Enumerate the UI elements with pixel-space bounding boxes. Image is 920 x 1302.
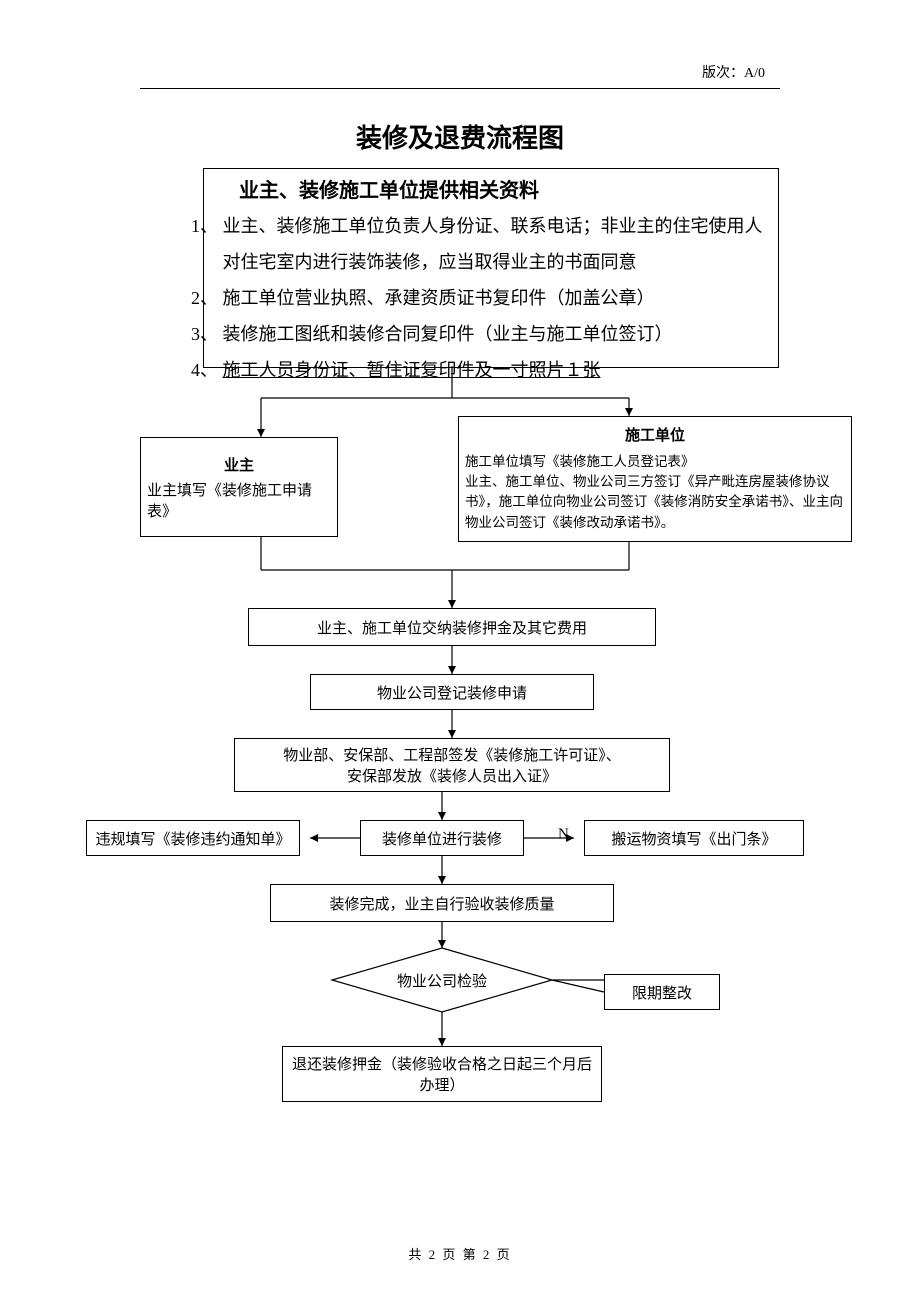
materials-item-4: 4、 施工人员身份证、暂住证复印件及一寸照片１张 xyxy=(176,352,786,388)
materials-item-3-num: 3、 xyxy=(176,316,218,352)
materials-item-1-text: 业主、装修施工单位负责人身份证、联系电话；非业主的住宅使用人对住宅室内进行装饰装… xyxy=(223,208,773,280)
header-rule xyxy=(140,88,780,89)
materials-item-4-text: 施工人员身份证、暂住证复印件及一寸照片１张 xyxy=(223,352,773,388)
contractor-box-body: 施工单位填写《装修施工人员登记表》 业主、施工单位、物业公司三方签订《异产毗连房… xyxy=(465,452,845,533)
materials-item-1: 1、 业主、装修施工单位负责人身份证、联系电话；非业主的住宅使用人对住宅室内进行… xyxy=(176,208,786,280)
materials-item-3: 3、 装修施工图纸和装修合同复印件（业主与施工单位签订） xyxy=(176,316,786,352)
move-goods-box: 搬运物资填写《出门条》 xyxy=(584,820,804,856)
deposit-text: 业主、施工单位交纳装修押金及其它费用 xyxy=(317,617,587,638)
footer: 共 2 页 第 2 页 xyxy=(0,1244,920,1263)
violation-text: 违规填写《装修违约通知单》 xyxy=(95,828,290,849)
materials-list: 1、 业主、装修施工单位负责人身份证、联系电话；非业主的住宅使用人对住宅室内进行… xyxy=(176,208,786,388)
refund-box: 退还装修押金（装修验收合格之日起三个月后办理） xyxy=(282,1046,602,1102)
refund-text: 退还装修押金（装修验收合格之日起三个月后办理） xyxy=(289,1053,595,1095)
violation-box: 违规填写《装修违约通知单》 xyxy=(86,820,300,856)
edge-label-n: N xyxy=(558,826,569,843)
rectify-box: 限期整改 xyxy=(604,974,720,1010)
renovation-text: 装修单位进行装修 xyxy=(382,828,502,849)
complete-text: 装修完成，业主自行验收装修质量 xyxy=(329,893,554,914)
owner-box-body: 业主填写《装修施工申请表》 xyxy=(147,479,331,521)
register-text: 物业公司登记装修申请 xyxy=(377,682,527,703)
owner-box-title: 业主 xyxy=(147,454,331,475)
move-goods-text: 搬运物资填写《出门条》 xyxy=(611,828,776,849)
materials-item-2: 2、 施工单位营业执照、承建资质证书复印件（加盖公章） xyxy=(176,280,786,316)
permit-text: 物业部、安保部、工程部签发《装修施工许可证》、 安保部发放《装修人员出入证》 xyxy=(283,744,621,786)
page: 版次：A/0 装修及退费流程图 业主、装修施工单位提供相关资料 1、 业主、装修… xyxy=(0,0,920,1302)
renovation-box: 装修单位进行装修 xyxy=(360,820,524,856)
inspect-label: 物业公司检验 xyxy=(382,970,502,991)
materials-item-1-num: 1、 xyxy=(176,208,218,244)
materials-item-2-num: 2、 xyxy=(176,280,218,316)
contractor-box-title: 施工单位 xyxy=(465,425,845,448)
materials-item-4-num: 4、 xyxy=(176,352,218,388)
owner-box: 业主 业主填写《装修施工申请表》 xyxy=(140,437,338,537)
rectify-text: 限期整改 xyxy=(632,982,692,1003)
materials-box-title: 业主、装修施工单位提供相关资料 xyxy=(203,174,813,203)
complete-box: 装修完成，业主自行验收装修质量 xyxy=(270,884,614,922)
materials-item-3-text: 装修施工图纸和装修合同复印件（业主与施工单位签订） xyxy=(223,316,773,352)
page-title: 装修及退费流程图 xyxy=(0,118,920,155)
permit-box: 物业部、安保部、工程部签发《装修施工许可证》、 安保部发放《装修人员出入证》 xyxy=(234,738,670,792)
register-box: 物业公司登记装修申请 xyxy=(310,674,594,710)
version-label: 版次：A/0 xyxy=(702,62,765,82)
materials-item-2-text: 施工单位营业执照、承建资质证书复印件（加盖公章） xyxy=(223,280,773,316)
deposit-box: 业主、施工单位交纳装修押金及其它费用 xyxy=(248,608,656,646)
contractor-box: 施工单位 施工单位填写《装修施工人员登记表》 业主、施工单位、物业公司三方签订《… xyxy=(458,416,852,542)
